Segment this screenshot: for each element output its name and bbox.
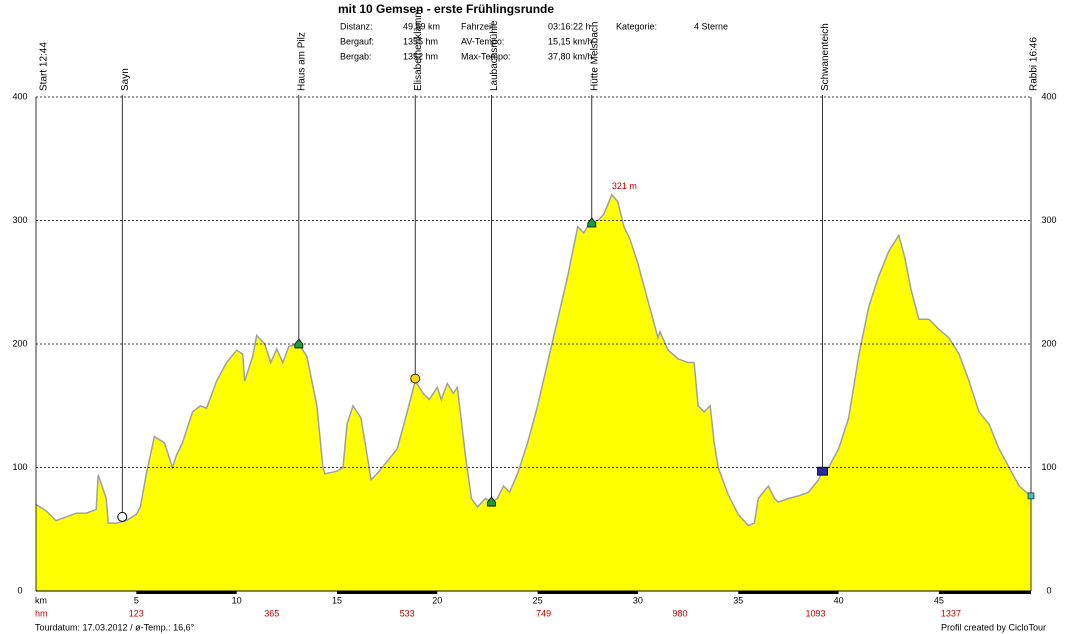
hm-value: 749 <box>536 608 551 618</box>
y-tick-label-right: 0 <box>1046 585 1051 595</box>
stat-text: Bergab: <box>340 51 372 61</box>
km-bar <box>336 591 438 594</box>
hm-value: 365 <box>264 608 279 618</box>
y-tick-label-right: 400 <box>1041 91 1056 101</box>
waypoint-marker <box>1027 492 1035 500</box>
stat-text: 1355 hm <box>403 36 438 46</box>
x-tick-label: 10 <box>232 595 242 605</box>
stat-text: Bergauf: <box>340 36 374 46</box>
waypoint-marker <box>410 373 421 384</box>
stat-text: 15,15 km/h <box>548 36 593 46</box>
elevation-area <box>36 194 1031 591</box>
stat-text: Kategorie: <box>616 21 657 31</box>
stat-text: 49,59 km <box>403 21 440 31</box>
y-tick-label: 200 <box>12 338 27 348</box>
waypoint-label: Elisabethenklamm <box>413 9 424 91</box>
x-tick-label: 30 <box>633 595 643 605</box>
waypoint-marker <box>487 496 496 507</box>
x-tick-label: 5 <box>134 595 139 605</box>
x-tick-label: 40 <box>834 595 844 605</box>
waypoint-label: Start 12:44 <box>39 42 50 91</box>
chart-title: mit 10 Gemsen - erste Frühlingsrunde <box>338 2 554 16</box>
km-bar <box>738 591 839 594</box>
hm-value: 1337 <box>941 608 961 618</box>
y-tick-label: 300 <box>12 215 27 225</box>
waypoint-marker <box>817 466 828 476</box>
waypoint-label: Hütte Melsbach <box>589 22 600 91</box>
stat-text: 1352 hm <box>403 51 438 61</box>
stat-text: Fahrzeit: <box>461 21 496 31</box>
hm-value: 1093 <box>805 608 825 618</box>
km-bar <box>136 591 237 594</box>
x-tick-label: 20 <box>432 595 442 605</box>
waypoint-label: Sayn <box>120 68 131 91</box>
hm-value: 123 <box>129 608 144 618</box>
y-tick-label: 100 <box>12 462 27 472</box>
waypoint-marker <box>294 338 304 349</box>
footer-right: Profil created by CicloTour <box>941 622 1046 632</box>
peak-label: 321 m <box>612 181 637 191</box>
hm-value: 980 <box>673 608 688 618</box>
x-axis-label: km <box>35 595 47 605</box>
stat-text: 03:16:22 h <box>548 21 591 31</box>
stat-text: 4 Sterne <box>694 21 728 31</box>
x-tick-label: 45 <box>934 595 944 605</box>
km-bar <box>938 591 1031 594</box>
km-bar <box>537 591 638 594</box>
waypoint-label: Laubachsmühle <box>489 20 500 91</box>
x-tick-label: 15 <box>332 595 342 605</box>
y-tick-label: 0 <box>17 585 22 595</box>
y-tick-label-right: 200 <box>1041 338 1056 348</box>
waypoint-label: Haus am Pilz <box>296 32 307 91</box>
x-tick-label: 35 <box>733 595 743 605</box>
y-tick-label-right: 100 <box>1041 462 1056 472</box>
stat-text: Max-Tempo: <box>461 51 511 61</box>
x-tick-label: 25 <box>533 595 543 605</box>
stat-text: 37,80 km/h <box>548 51 593 61</box>
waypoint-label: Rabbi 16:46 <box>1029 37 1040 91</box>
waypoint-marker <box>117 511 128 522</box>
waypoint-marker <box>587 217 597 228</box>
footer-left: Tourdatum: 17.03.2012 / ø-Temp.: 16,6° <box>35 622 195 632</box>
y-tick-label: 400 <box>12 91 27 101</box>
waypoint-label: Schwanenteich <box>820 23 831 91</box>
y-tick-label-right: 300 <box>1041 215 1056 225</box>
hm-value: 533 <box>400 608 415 618</box>
stat-text: AV-Tempo: <box>461 36 504 46</box>
stat-text: Distanz: <box>340 21 373 31</box>
hm-label: hm <box>35 608 48 618</box>
